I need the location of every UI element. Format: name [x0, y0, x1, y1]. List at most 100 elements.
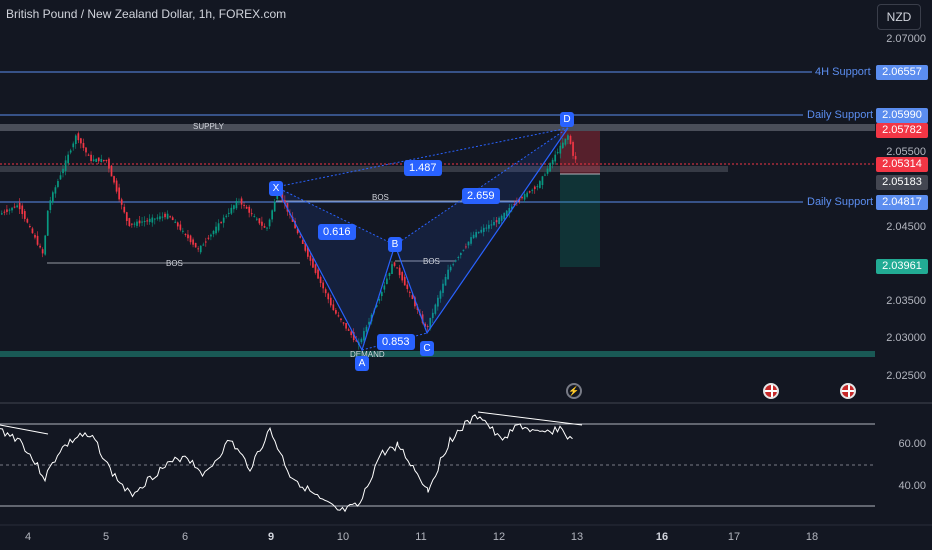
take-profit-zone[interactable]	[560, 174, 600, 267]
candle-body	[414, 297, 416, 307]
candle-body	[95, 159, 98, 162]
candle-body	[171, 217, 174, 221]
candle-body	[263, 226, 266, 228]
pattern-point-x[interactable]: X	[269, 181, 283, 196]
candle-body	[13, 206, 16, 208]
lightning-icon[interactable]: ⚡	[566, 383, 582, 399]
candle-body	[29, 226, 31, 228]
candle-body	[406, 284, 409, 289]
candle-body	[539, 181, 541, 188]
pattern-point-b[interactable]: B	[388, 237, 402, 252]
candle-body	[225, 215, 228, 217]
price-label-stop: 2.05782	[876, 123, 928, 138]
pattern-bd	[394, 127, 569, 246]
candle-body	[273, 201, 276, 212]
chart-title: British Pound / New Zealand Dollar, 1h, …	[6, 7, 287, 21]
candle-body	[141, 221, 143, 223]
pattern-point-c[interactable]: C	[420, 341, 434, 356]
candle-body	[192, 239, 194, 245]
candle-body	[309, 255, 312, 261]
uk-flag-icon[interactable]	[840, 383, 856, 399]
candle-body	[319, 276, 322, 284]
candle-body	[118, 187, 120, 200]
candle-body	[238, 201, 240, 203]
candle-body	[465, 246, 467, 248]
currency-button[interactable]: NZD	[877, 4, 921, 30]
candle-body	[398, 267, 401, 276]
candle-body	[368, 321, 370, 325]
candle-body	[340, 318, 342, 321]
candle-body	[355, 339, 358, 342]
candle-body	[574, 156, 577, 160]
candle-body	[513, 204, 516, 206]
time-tick: 13	[570, 531, 584, 543]
candle-body	[457, 256, 460, 258]
candle-body	[434, 304, 437, 314]
pattern-point-a[interactable]: A	[355, 356, 369, 371]
candle-body	[240, 198, 243, 205]
candle-body	[511, 206, 513, 209]
candle-body	[266, 227, 268, 229]
candle-body	[536, 186, 539, 188]
candle-body	[431, 312, 434, 319]
candle-body	[569, 135, 572, 144]
candle-body	[447, 269, 449, 280]
candle-body	[564, 138, 567, 145]
candle-body	[299, 236, 302, 238]
candle-body	[556, 152, 559, 154]
price-tick: 2.07000	[886, 33, 926, 45]
candle-body	[62, 168, 64, 174]
candle-body	[256, 218, 258, 220]
time-tick: 11	[415, 531, 427, 543]
candle-body	[77, 133, 80, 141]
rsi-line[interactable]	[0, 414, 573, 513]
candle-body	[386, 278, 388, 285]
price-tick: 2.05500	[886, 146, 926, 158]
candle-body	[197, 248, 200, 250]
candle-body	[3, 211, 6, 213]
candle-body	[332, 304, 335, 311]
candle-body	[505, 210, 508, 216]
candle-body	[97, 157, 100, 162]
candle-body	[268, 219, 271, 227]
candle-body	[345, 323, 347, 329]
uk-flag-icon[interactable]	[763, 383, 779, 399]
candle-body	[559, 145, 562, 154]
candle-body	[235, 200, 238, 209]
candle-body	[490, 224, 493, 226]
candle-body	[64, 160, 67, 171]
candle-body	[261, 221, 263, 226]
pattern-point-d[interactable]: D	[560, 112, 574, 127]
candle-body	[322, 282, 324, 289]
bos-label: BOS	[423, 257, 440, 266]
candle-body	[533, 186, 536, 190]
candle-body	[74, 135, 77, 145]
rsi-trendline-right[interactable]	[477, 411, 583, 426]
stop-loss-zone[interactable]	[560, 131, 600, 174]
candle-body	[562, 142, 564, 149]
time-tick: 16	[655, 531, 669, 543]
candle-body	[161, 216, 164, 218]
candle-body	[495, 220, 498, 223]
candle-body	[143, 221, 146, 223]
candle-body	[503, 212, 506, 220]
candle-body	[472, 234, 475, 239]
candle-body	[296, 228, 299, 234]
candle-body	[146, 220, 149, 222]
h4-support-label: 4H Support	[815, 66, 871, 78]
candle-body	[72, 143, 75, 148]
candle-body	[1, 213, 3, 215]
daily-support-label-2: Daily Support	[807, 196, 874, 208]
time-tick: 17	[727, 531, 741, 543]
rsi-trendline-left[interactable]	[0, 424, 49, 435]
candle-body	[110, 165, 113, 177]
candle-body	[164, 213, 166, 218]
candle-body	[253, 216, 256, 218]
candle-body	[426, 325, 429, 327]
candle-body	[541, 176, 544, 186]
candle-body	[41, 249, 44, 254]
bos-label: BOS	[372, 193, 389, 202]
candle-body	[212, 231, 215, 235]
candle-body	[337, 315, 340, 317]
